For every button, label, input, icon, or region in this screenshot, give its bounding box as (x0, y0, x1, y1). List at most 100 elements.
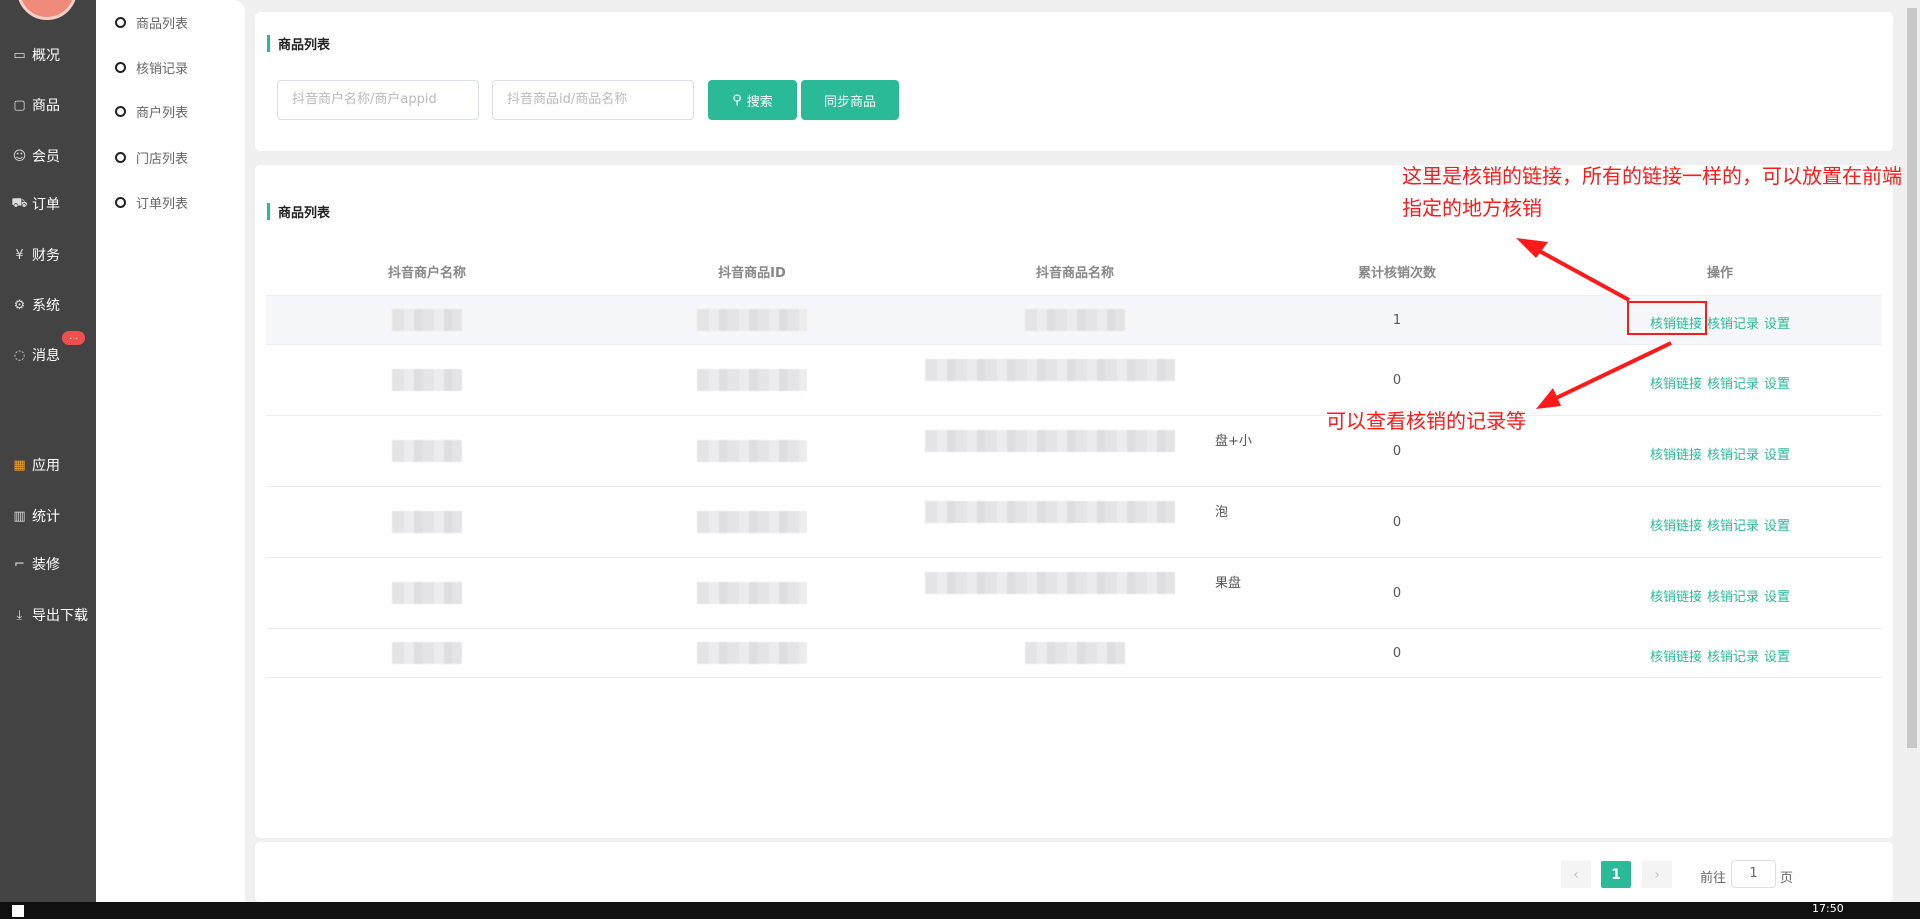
settings-link[interactable]: 设置 (1764, 590, 1791, 605)
annotation-top: 这里是核销的链接，所有的链接一样的，可以放置在前端指定的地方核销 (1402, 164, 1902, 220)
paint-roller-icon: ⌐ (14, 556, 25, 572)
merchant-name-redacted (392, 582, 462, 604)
redeem-link-link[interactable]: 核销链接 (1649, 650, 1702, 665)
row-divider (266, 628, 1882, 629)
windows-start-icon[interactable] (12, 905, 24, 917)
submenu-item-0[interactable]: 商品列表 (96, 12, 245, 32)
submenu: 商品列表核销记录商户列表门店列表订单列表 (96, 0, 245, 902)
prev-page-button[interactable]: ‹ (1561, 861, 1591, 888)
next-page-button[interactable]: › (1642, 861, 1672, 888)
product-id-redacted (697, 511, 807, 533)
sidebar-item-0[interactable]: ▭ 概况 (0, 43, 96, 67)
table-row[interactable]: 0 核销链接 核销记录 设置 (266, 629, 1882, 677)
product-name-redacted (925, 501, 1175, 523)
settings-link[interactable]: 设置 (1764, 377, 1791, 392)
circle-icon (115, 105, 126, 117)
merchant-name-redacted (392, 440, 462, 462)
redeem-link-link[interactable]: 核销链接 (1649, 519, 1702, 534)
page-suffix: 页 (1780, 871, 1794, 886)
sidebar-item-1[interactable]: ▢ 商品 (0, 93, 96, 117)
merchant-search-input[interactable]: 抖音商户名称/商户appid (277, 80, 479, 120)
redeem-records-link[interactable]: 核销记录 (1706, 590, 1759, 605)
row-divider (266, 344, 1882, 345)
title-text: 商品列表 (278, 206, 331, 221)
row-divider (266, 415, 1882, 416)
row-actions: 核销链接 核销记录 设置 (1620, 586, 1820, 605)
sync-products-button[interactable]: 同步商品 (801, 80, 899, 120)
submenu-item-4[interactable]: 订单列表 (96, 192, 245, 212)
submenu-item-3[interactable]: 门店列表 (96, 147, 245, 167)
redeem-count: 0 (1392, 586, 1402, 601)
redeem-link-link[interactable]: 核销链接 (1649, 377, 1702, 392)
clock[interactable]: 17:50 (1812, 902, 1844, 915)
table-row[interactable]: 1 核销链接 核销记录 设置 (266, 296, 1882, 344)
table-row[interactable]: 0 核销链接 核销记录 设置 (266, 345, 1882, 415)
scrollbar-thumb[interactable] (1907, 8, 1917, 748)
submenu-item-2[interactable]: 商户列表 (96, 101, 245, 121)
column-header: 操作 (1706, 266, 1733, 281)
redeem-records-link[interactable]: 核销记录 (1706, 448, 1759, 463)
row-actions: 核销链接 核销记录 设置 (1620, 313, 1820, 332)
sidebar-item-7[interactable]: ▦ 应用 (0, 453, 96, 477)
table-row[interactable]: 果盘 0 核销链接 核销记录 设置 (266, 558, 1882, 628)
redeem-link-link[interactable]: 核销链接 (1649, 590, 1702, 605)
settings-link[interactable]: 设置 (1764, 519, 1791, 534)
redeem-link-link[interactable]: 核销链接 (1649, 317, 1702, 332)
search-icon: ⚲ (732, 92, 742, 108)
redeem-records-link[interactable]: 核销记录 (1706, 317, 1759, 332)
redeem-records-link[interactable]: 核销记录 (1706, 377, 1759, 392)
row-divider (266, 486, 1882, 487)
submenu-label: 商户列表 (136, 105, 189, 121)
submenu-item-1[interactable]: 核销记录 (96, 57, 245, 77)
product-search-input[interactable]: 抖音商品id/商品名称 (492, 80, 694, 120)
cart-icon: ⛟ (11, 195, 28, 211)
bag-icon: ▢ (13, 97, 26, 113)
sidebar-item-4[interactable]: ¥ 财务 (0, 243, 96, 267)
sidebar-item-3[interactable]: ⛟ 订单 (0, 192, 96, 216)
table-row[interactable]: 泡 0 核销链接 核销记录 设置 (266, 487, 1882, 557)
sidebar-item-label: 财务 (32, 248, 60, 264)
sidebar-item-9[interactable]: ⌐ 装修 (0, 552, 96, 576)
settings-link[interactable]: 设置 (1764, 448, 1791, 463)
row-actions: 核销链接 核销记录 设置 (1620, 444, 1820, 463)
sidebar-item-5[interactable]: ⚙ 系统 (0, 293, 96, 317)
product-name-redacted (1025, 642, 1125, 664)
merchant-name-redacted (392, 642, 462, 664)
product-id-redacted (697, 309, 807, 331)
chart-screen-icon: ▭ (13, 47, 26, 63)
search-button[interactable]: ⚲ 搜索 (708, 80, 797, 120)
product-name-fragment: 盘+小 (1215, 434, 1252, 449)
redeem-records-link[interactable]: 核销记录 (1706, 650, 1759, 665)
submenu-label: 订单列表 (136, 196, 189, 212)
goto-page-input[interactable]: 1 (1731, 860, 1776, 888)
table-row[interactable]: 盘+小 0 核销链接 核销记录 设置 (266, 416, 1882, 486)
product-name-redacted (925, 359, 1175, 381)
search-card-title: 商品列表 (267, 34, 330, 53)
sidebar-item-8[interactable]: ▥ 统计 (0, 504, 96, 528)
chevron-right-icon: › (1654, 866, 1660, 883)
product-name-fragment: 泡 (1215, 505, 1229, 520)
redeem-link-link[interactable]: 核销链接 (1649, 448, 1702, 463)
row-actions: 核销链接 核销记录 设置 (1620, 515, 1820, 534)
download-icon: ⤓ (16, 607, 23, 623)
sidebar-item-label: 订单 (32, 197, 60, 213)
scrollbar[interactable] (1904, 0, 1920, 902)
settings-link[interactable]: 设置 (1764, 317, 1791, 332)
goto-label: 前往 (1700, 871, 1727, 886)
product-id-redacted (697, 369, 807, 391)
settings-link[interactable]: 设置 (1764, 650, 1791, 665)
sidebar-item-label: 系统 (32, 298, 60, 314)
redeem-count: 0 (1392, 515, 1402, 530)
sidebar-item-10[interactable]: ⤓ 导出下载 (0, 603, 96, 627)
redeem-count: 0 (1392, 444, 1402, 459)
sidebar-item-2[interactable]: ☺ 会员 (0, 144, 96, 168)
sidebar-item-6[interactable]: ◌ 消息 (0, 343, 96, 367)
search-card: 商品列表 抖音商户名称/商户appid 抖音商品id/商品名称 ⚲ 搜索 同步商品 (255, 12, 1893, 151)
redeem-records-link[interactable]: 核销记录 (1706, 519, 1759, 534)
annotation-bottom: 可以查看核销的记录等 (1326, 409, 1526, 433)
merchant-name-redacted (392, 511, 462, 533)
message-badge: ... (62, 331, 85, 345)
redeem-count: 0 (1392, 373, 1402, 388)
page-1-button[interactable]: 1 (1601, 861, 1631, 888)
